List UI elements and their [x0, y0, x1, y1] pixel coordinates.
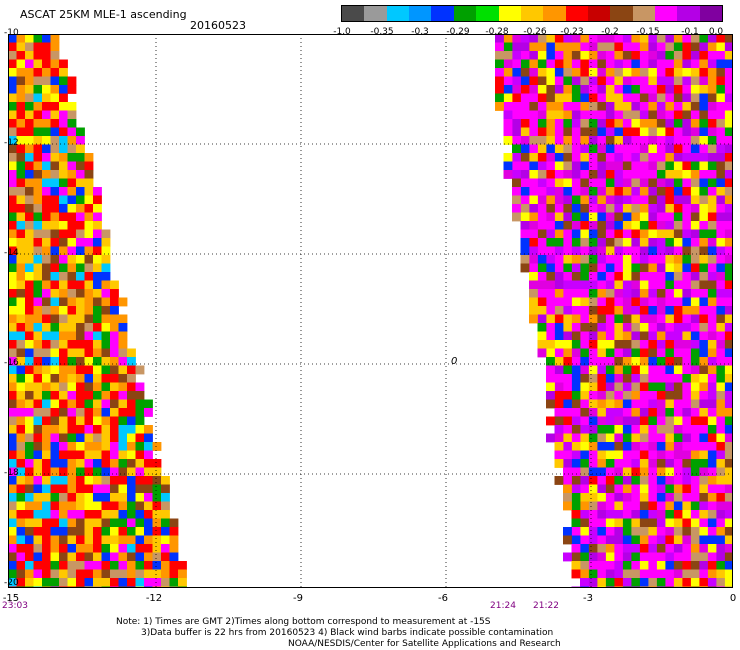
swath-map: [8, 34, 733, 588]
colorbar-segment: [677, 6, 700, 21]
lon-label: 0: [729, 593, 737, 604]
colorbar-tick: -1.0: [333, 27, 351, 37]
colorbar: [341, 5, 723, 22]
lat-label: -10: [4, 28, 19, 38]
lon-label: -6: [438, 593, 448, 604]
lat-label: -14: [4, 248, 19, 258]
colorbar-segment: [520, 6, 544, 21]
lon-label: -15: [2, 593, 20, 604]
colorbar-tick: -0.23: [560, 27, 584, 37]
swath-map-canvas: [8, 34, 733, 588]
colorbar-segment: [409, 6, 432, 21]
graticule: [8, 34, 733, 588]
location-marker: 0: [451, 356, 458, 367]
colorbar-segment: [386, 6, 410, 21]
colorbar-segment: [632, 6, 656, 21]
colorbar-tick: -0.1: [681, 27, 699, 37]
colorbar-tick: 0.0: [708, 27, 724, 37]
colorbar-segment: [342, 6, 365, 21]
colorbar-segment: [498, 6, 521, 21]
colorbar-segment: [565, 6, 588, 21]
colorbar-segment: [655, 6, 678, 21]
colorbar-segment: [587, 6, 611, 21]
colorbar-tick: -0.26: [523, 27, 547, 37]
colorbar-tick: -0.29: [446, 27, 470, 37]
note-line-2: 3)Data buffer is 22 hrs from 20160523 4)…: [141, 628, 554, 638]
colorbar-segment: [543, 6, 566, 21]
lat-label: -20: [4, 578, 19, 588]
note-line-3: NOAA/NESDIS/Center for Satellite Applica…: [288, 639, 561, 649]
colorbar-tick: -0.28: [485, 27, 509, 37]
lat-label: -12: [4, 138, 19, 148]
map-title: ASCAT 25KM MLE-1 ascending: [20, 8, 187, 21]
colorbar-segment: [431, 6, 454, 21]
colorbar-segment: [476, 6, 499, 21]
colorbar-segment: [364, 6, 387, 21]
lon-label: -12: [145, 593, 163, 604]
lat-label: -18: [4, 468, 19, 478]
map-frame: [8, 34, 733, 588]
colorbar-tick: -0.15: [636, 27, 660, 37]
pass-time-left: 23:03: [2, 601, 28, 611]
lon-label: -9: [293, 593, 303, 604]
colorbar-segment: [453, 6, 477, 21]
colorbar-segment: [699, 6, 723, 21]
swath-pixels: [8, 34, 733, 588]
colorbar-tick: -0.35: [370, 27, 394, 37]
map-date: 20160523: [190, 19, 246, 32]
colorbar-tick: -0.3: [411, 27, 429, 37]
lat-label: -16: [4, 358, 19, 368]
pass-time-right-a: 21:24: [490, 601, 516, 611]
lon-label: -3: [583, 593, 593, 604]
colorbar-segment: [610, 6, 633, 21]
colorbar-tick: -0.2: [601, 27, 619, 37]
note-line-1: Note: 1) Times are GMT 2)Times along bot…: [116, 617, 491, 627]
pass-time-right-b: 21:22: [533, 601, 559, 611]
